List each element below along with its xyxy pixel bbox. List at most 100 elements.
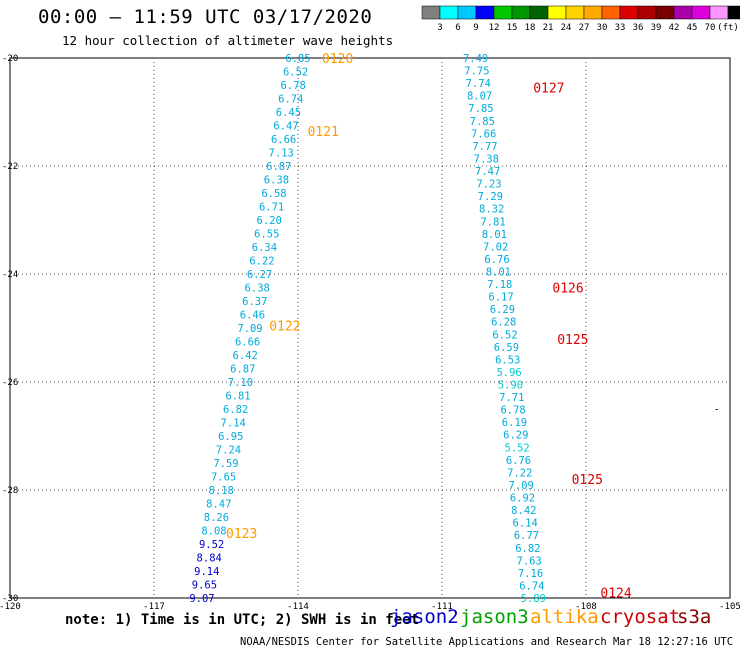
east-track-swh-label: 7.75 [464, 66, 489, 78]
west-track-swh-label: 6.74 [278, 94, 303, 106]
colorbar-label: 27 [579, 23, 590, 33]
time-label: 0125 [572, 473, 603, 488]
east-track-swh-label: 6.19 [502, 417, 527, 429]
colorbar-cell [619, 5, 639, 20]
east-track-swh-label: 6.28 [491, 317, 516, 329]
west-track-swh-label: 6.20 [257, 215, 282, 227]
time-label: 0123 [226, 527, 257, 542]
colorbar-cell [601, 5, 621, 20]
east-track-swh-label: 8.01 [482, 229, 507, 241]
west-track-swh-label: 6.22 [249, 256, 274, 268]
time-label: 0126 [552, 282, 583, 297]
east-track-swh-label: 7.71 [499, 392, 524, 404]
west-track-swh-label: 8.47 [206, 499, 231, 511]
west-track-swh-label: 9.07 [189, 593, 214, 605]
west-track-swh-label: 6.45 [276, 107, 301, 119]
east-track-swh-label: 6.59 [494, 342, 519, 354]
west-track-swh-label: 6.46 [240, 310, 265, 322]
west-track-swh-label: 6.58 [261, 188, 286, 200]
east-track-swh-label: 8.01 [486, 266, 511, 278]
colorbar-label: (ft) [717, 23, 739, 33]
west-track-swh-label: 8.08 [201, 526, 226, 538]
west-track-swh-label: 7.09 [237, 323, 262, 335]
colorbar-label: 33 [615, 23, 626, 33]
west-track-swh-label: 9.14 [194, 566, 219, 578]
colorbar-label: 30 [597, 23, 608, 33]
west-track-swh-label: 8.84 [197, 553, 222, 565]
y-tick-label: -20 [2, 54, 18, 64]
east-track-swh-label: 7.38 [474, 153, 499, 165]
west-track-swh-label: 7.65 [211, 472, 236, 484]
time-label: 0125 [557, 333, 588, 348]
west-track-swh-label: 6.38 [245, 283, 270, 295]
east-track-swh-label: 7.85 [470, 116, 495, 128]
time-label: 0124 [600, 587, 631, 602]
east-track-swh-label: 6.76 [506, 455, 531, 467]
east-track-swh-label: 7.02 [483, 241, 508, 253]
y-tick-label: -22 [2, 162, 18, 172]
colorbar-label: 39 [651, 23, 662, 33]
y-tick-label: -24 [2, 270, 18, 280]
west-track-swh-label: 6.55 [254, 229, 279, 241]
footer-note: note: 1) Time is in UTC; 2) SWH is in fe… [65, 612, 420, 628]
time-label: 0121 [308, 125, 339, 140]
east-track-swh-label: 6.53 [495, 354, 520, 366]
island-dot [715, 409, 718, 410]
colorbar-label: 24 [561, 23, 572, 33]
east-track-swh-label: 6.78 [500, 405, 525, 417]
time-label: 0120 [322, 52, 353, 67]
colorbar-cell [673, 5, 693, 20]
satellite-cryosat-label: cryosat [600, 606, 681, 628]
colorbar-cell [475, 5, 495, 20]
chart-subtitle: 12 hour collection of altimeter wave hei… [62, 33, 394, 48]
satellite-jason2-label: jason2 [390, 606, 459, 628]
east-track-swh-label: 6.76 [484, 254, 509, 266]
east-track-swh-label: 7.09 [508, 480, 533, 492]
colorbar-cell [727, 5, 740, 20]
colorbar-cell [457, 5, 477, 20]
y-tick-label: -28 [2, 486, 18, 496]
satellite-s3a-label: s3a [677, 606, 712, 628]
plot-frame [9, 57, 731, 599]
colorbar-cell [439, 5, 459, 20]
west-track-swh-label: 6.66 [235, 337, 260, 349]
colorbar-cell [583, 5, 603, 20]
east-track-swh-label: 7.49 [463, 53, 488, 65]
x-tick-label: -108 [575, 602, 597, 612]
west-track-swh-label: 6.85 [285, 53, 310, 65]
west-track-swh-label: 6.81 [225, 391, 250, 403]
satellite-altika-label: altika [530, 606, 599, 628]
east-track-swh-label: 6.52 [492, 329, 517, 341]
west-track-swh-label: 6.82 [223, 404, 248, 416]
east-track-swh-label: 7.81 [480, 216, 505, 228]
east-track-swh-label: 7.18 [487, 279, 512, 291]
colorbar-cell [691, 5, 711, 20]
west-track-swh-label: 6.37 [242, 296, 267, 308]
east-track-swh-label: 7.22 [507, 467, 532, 479]
colorbar-cell [529, 5, 549, 20]
x-tick-label: -111 [431, 602, 453, 612]
west-track-swh-label: 6.66 [271, 134, 296, 146]
east-track-swh-label: 7.29 [478, 191, 503, 203]
west-track-swh-label: 9.52 [199, 539, 224, 551]
east-track-swh-label: 6.14 [513, 518, 538, 530]
colorbar-label: 18 [525, 23, 536, 33]
west-track-swh-label: 6.87 [230, 364, 255, 376]
east-track-swh-label: 7.47 [475, 166, 500, 178]
west-track-swh-label: 6.42 [233, 350, 258, 362]
east-track-swh-label: 6.92 [510, 493, 535, 505]
x-tick-label: -114 [287, 602, 309, 612]
east-track-swh-label: 8.07 [467, 91, 492, 103]
colorbar-label: 42 [669, 23, 680, 33]
east-track-swh-label: 5.90 [498, 380, 523, 392]
west-track-swh-label: 9.65 [192, 580, 217, 592]
east-track-swh-label: 7.85 [468, 103, 493, 115]
east-track-swh-label: 8.32 [479, 204, 504, 216]
east-track-swh-label: 6.29 [490, 304, 515, 316]
chart-title: 00:00 – 11:59 UTC 03/17/2020 [38, 6, 373, 28]
east-track-swh-label: 7.23 [476, 179, 501, 191]
east-track-swh-label: 8.42 [511, 505, 536, 517]
east-track-swh-label: 7.77 [472, 141, 497, 153]
west-track-swh-label: 6.38 [264, 175, 289, 187]
